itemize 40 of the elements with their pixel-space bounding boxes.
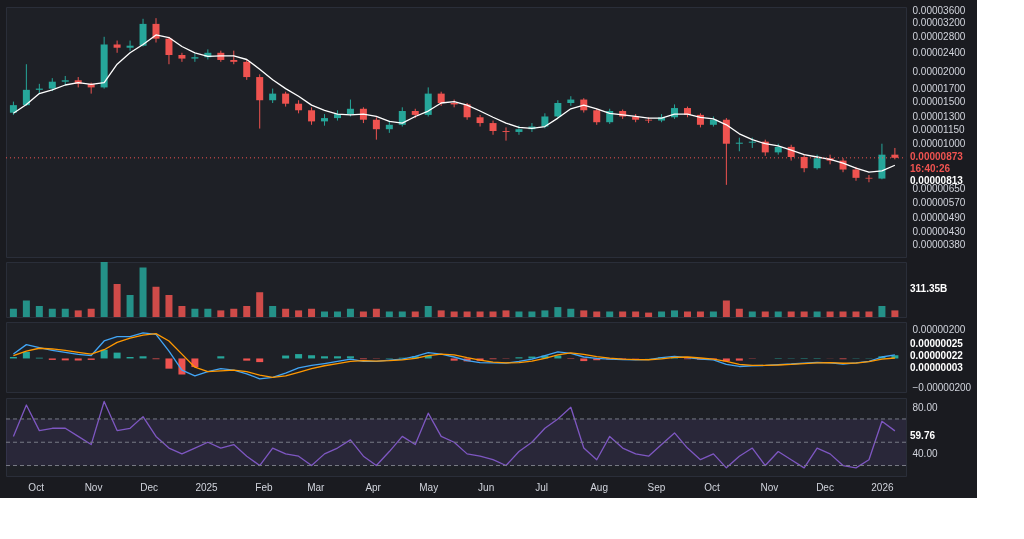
y-tick-label: 0.00001300 — [912, 110, 966, 122]
x-tick-label: 2026 — [871, 481, 894, 493]
x-tick-label: Nov — [760, 481, 779, 493]
text: 0.00000003 — [910, 362, 964, 373]
y-tick-label: 0.00002800 — [912, 31, 966, 43]
x-tick-label: Sep — [647, 481, 666, 493]
y-tick-label: 0.00001500 — [912, 96, 966, 108]
x-tick-label: Apr — [365, 481, 382, 493]
x-tick-label: Oct — [28, 481, 45, 493]
x-tick-label: May — [419, 481, 439, 493]
y-tick-label: 0.00002400 — [912, 47, 966, 59]
x-tick-label: Jun — [478, 481, 495, 493]
x-tick-label: 2025 — [195, 481, 219, 493]
x-tick-label: Nov — [84, 481, 103, 493]
y-tick-label: 0.00000380 — [912, 238, 966, 250]
x-tick-label: Dec — [816, 481, 834, 493]
y-tick-label: 80.00 — [912, 401, 938, 413]
x-tick-label: Jul — [535, 481, 549, 493]
y-tick-label: 0.00000490 — [912, 212, 966, 224]
x-tick-label: Dec — [140, 481, 158, 493]
x-tick-label: Feb — [255, 481, 273, 493]
x-tick-label: Oct — [704, 481, 721, 493]
x-tick-label: Aug — [590, 481, 608, 493]
text: 0.00000022 — [910, 350, 964, 361]
y-tick-label: 0.00001150 — [912, 123, 966, 135]
y-tick-label: 0.00001000 — [912, 138, 966, 150]
y-tick-label: 0.00000430 — [912, 225, 966, 237]
y-tick-label: 0.00003200 — [912, 17, 966, 29]
x-tick-label: Mar — [307, 481, 326, 493]
text: 59.76 — [910, 430, 936, 441]
y-tick-label: −0.00000200 — [912, 382, 972, 394]
y-tick-label: 0.00003600 — [912, 5, 966, 17]
y-tick-label: 0.00002000 — [912, 66, 966, 78]
text: 0.00000025 — [910, 338, 964, 349]
y-tick-label: 0.00000570 — [912, 196, 966, 208]
ref-line-label: 0.00000873 16:40:26 — [910, 150, 964, 174]
y-tick-label: 0.00001700 — [912, 83, 966, 95]
y-tick-label: 0.00000200 — [912, 323, 966, 335]
y-tick-label: 40.00 — [912, 448, 938, 460]
text: 311.35B — [910, 282, 948, 294]
